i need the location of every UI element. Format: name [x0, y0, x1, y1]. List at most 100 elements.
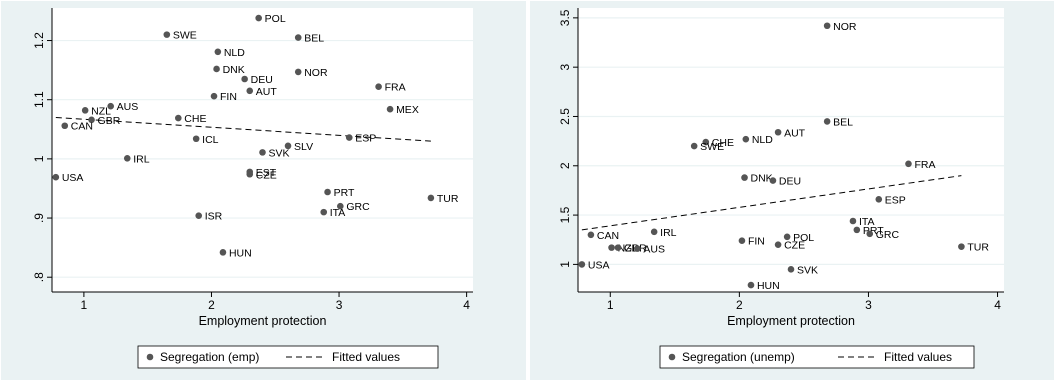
data-point	[608, 244, 615, 251]
data-point	[774, 128, 782, 136]
data-point	[337, 202, 344, 210]
point-label: CHE	[712, 137, 734, 149]
data-point	[324, 188, 331, 196]
legend-marker	[668, 353, 676, 361]
point-label: ITA	[330, 207, 346, 219]
data-point	[587, 231, 595, 239]
data-point	[214, 48, 222, 56]
point-label: FIN	[748, 236, 765, 248]
data-point	[294, 34, 302, 41]
point-label: SLV	[294, 141, 313, 153]
data-point	[386, 105, 394, 113]
point-label: GRC	[876, 229, 900, 241]
data-point	[958, 243, 965, 250]
data-point	[210, 92, 218, 100]
point-label: NZL	[91, 105, 111, 117]
data-point	[246, 170, 254, 178]
legend-label-scatter: Segregation (emp)	[160, 350, 259, 364]
data-point	[849, 217, 857, 225]
data-point	[123, 154, 131, 162]
point-label: NOR	[304, 67, 328, 79]
data-point	[81, 107, 89, 114]
data-point	[742, 135, 750, 143]
y-tick-label: 1	[32, 155, 46, 162]
point-label: IRL	[660, 227, 677, 239]
y-tick-label: .8	[32, 272, 46, 282]
scatter-chart-employed: .8 .9 1 1.1 1.2 1 2 3 4 Employment protection POL S…	[1, 1, 526, 380]
data-point	[741, 174, 748, 181]
point-label: NOR	[833, 21, 857, 33]
chart-panel-unemployed: 1 1.5 2 2.5 3 3.5 1 2 3 4 Employment protection NOR…	[528, 0, 1056, 385]
y-tick-label: 1.2	[32, 32, 46, 49]
data-point	[294, 68, 302, 76]
data-point	[375, 83, 382, 90]
point-label: NLD	[752, 134, 773, 146]
point-label: CHE	[184, 113, 206, 125]
point-label: AUS	[117, 101, 139, 113]
data-point	[747, 281, 755, 289]
x-tick-label: 2	[208, 298, 215, 312]
x-tick-label: 1	[81, 298, 88, 312]
x-tick-label: 4	[463, 298, 470, 312]
legend-marker	[146, 353, 154, 361]
fitted-line	[55, 116, 431, 142]
legend-box	[659, 345, 975, 369]
point-label: USA	[62, 172, 84, 184]
y-tick-label: 3	[558, 64, 572, 71]
point-label: DNK	[223, 64, 245, 76]
data-point	[320, 208, 328, 216]
point-label: AUT	[784, 127, 806, 139]
point-label: BEL	[304, 33, 324, 45]
y-tick-label: 1.1	[32, 91, 46, 108]
point-label: SWE	[700, 141, 724, 153]
data-point	[241, 75, 248, 83]
data-point	[345, 134, 353, 141]
x-tick-label: 4	[994, 298, 1001, 312]
point-label: SVK	[269, 147, 290, 159]
x-axis-title: Employment protection	[199, 314, 327, 328]
point-label: AUT	[256, 86, 278, 98]
data-point	[61, 122, 69, 130]
point-label: TUR	[967, 242, 989, 254]
y-tick-label: 2.5	[558, 108, 572, 125]
point-label: TUR	[437, 193, 459, 205]
point-label: SWE	[173, 30, 197, 42]
scatter-chart-unemployed: 1 1.5 2 2.5 3 3.5 1 2 3 4 Employment protection NOR…	[530, 1, 1054, 380]
point-label: GBR	[98, 115, 121, 127]
data-point	[853, 226, 861, 234]
point-label: NLD	[224, 47, 245, 59]
y-tick-label: 1	[558, 261, 572, 268]
legend-label-fitted: Fitted values	[332, 350, 400, 364]
point-label: CZE	[256, 169, 277, 181]
data-point	[219, 249, 227, 256]
point-label: USA	[588, 259, 610, 271]
x-tick-label: 3	[336, 298, 343, 312]
point-label: ITA	[859, 216, 875, 228]
y-tick-label: 1.5	[558, 206, 572, 223]
point-label: DEU	[251, 74, 273, 86]
point-label: MEX	[396, 104, 419, 116]
data-point	[769, 177, 777, 184]
point-label: AUS	[643, 244, 665, 256]
data-point	[88, 116, 95, 124]
point-label: ESP	[885, 194, 906, 206]
data-point	[875, 196, 883, 203]
data-point	[650, 228, 658, 236]
data-point	[690, 142, 698, 150]
point-label: SVK	[797, 264, 818, 276]
chart-panel-employed: .8 .9 1 1.1 1.2 1 2 3 4 Employment protection POL S…	[1, 1, 526, 380]
point-label: POL	[793, 232, 814, 244]
point-label: IRL	[133, 153, 150, 165]
data-point	[192, 135, 200, 143]
point-label: NZL	[618, 243, 638, 255]
point-label: PRT	[334, 187, 355, 199]
point-label: DNK	[751, 173, 773, 185]
legend-label-fitted: Fitted values	[884, 350, 952, 364]
y-tick-label: 2	[558, 162, 572, 169]
data-point	[213, 65, 220, 73]
data-point	[175, 114, 182, 122]
point-label: ICL	[202, 134, 219, 146]
x-tick-label: 1	[607, 298, 614, 312]
point-label: ISR	[205, 211, 223, 223]
